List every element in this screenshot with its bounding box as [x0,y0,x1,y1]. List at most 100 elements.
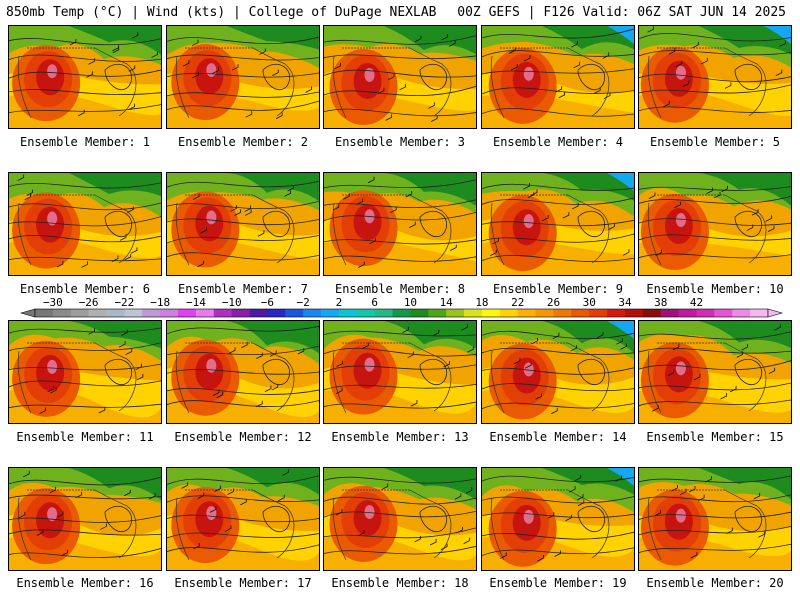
height-contour [482,531,634,540]
wind-barb [672,343,680,351]
height-contour [482,87,634,95]
wind-barb [432,329,440,337]
wind-barb [245,111,253,118]
wind-barb [332,204,340,211]
cold-field-northeast [227,321,319,354]
colorbar-swatch [446,309,465,317]
wind-barb [377,87,385,94]
wind-barb [136,373,144,381]
ensemble-member-label: Ensemble Member: 1 [19,135,151,149]
wind-barb [615,475,623,482]
height-contour [419,358,447,386]
heat-dome-peak [47,211,58,226]
wind-barb [336,360,343,368]
height-contour [9,54,161,62]
colorbar-swatch [535,309,554,317]
heat-dome-peak [47,64,58,79]
coastline [490,350,505,414]
height-contour [9,69,161,79]
colorbar-tick-label: −30 [43,297,63,309]
wind-barb [705,476,712,483]
coastline [647,202,662,266]
height-contour [262,358,290,386]
wind-barb [212,389,220,396]
height-contour [639,106,791,113]
ensemble-member-label: Ensemble Member: 10 [646,282,784,296]
height-contour [9,529,161,536]
wind-barb [552,332,560,340]
wind-barb [181,482,188,489]
wind-barb [574,474,582,482]
wind-barb [602,52,610,59]
height-contour [324,179,476,189]
colorbar-swatch [678,309,697,317]
height-contour [639,218,791,226]
wind-barb [367,176,375,184]
heat-dome-peak [364,67,375,82]
height-contour [104,210,132,238]
wind-barb [234,209,241,216]
wind-barb [652,405,659,412]
wind-barb [697,494,705,502]
wind-barb [124,489,131,497]
height-contour [167,200,319,210]
wind-barb [182,60,190,67]
ensemble-member-map [481,172,635,276]
wind-barb [753,493,761,500]
height-contour [167,235,319,244]
wind-barb [620,343,627,350]
coastline [490,202,505,266]
colorbar-swatch [607,309,626,317]
height-contour [639,73,791,83]
wind-barb [692,41,699,49]
colorbar-swatch [267,309,286,317]
wind-barb [508,47,516,54]
wind-barb [49,486,57,494]
height-contour [639,494,791,503]
wind-barb [399,83,406,91]
colorbar-swatch [660,309,680,317]
height-contour [262,505,290,533]
height-contour [639,32,791,42]
ensemble-member-map [166,172,320,276]
height-contour [639,186,791,191]
height-contour [482,330,634,340]
coastline [490,497,505,561]
wind-barb [779,40,786,47]
height-contour [9,89,161,95]
temperature-map [482,468,634,570]
heat-dome-peak [675,361,686,376]
coastline [647,55,662,119]
height-contour [324,69,476,78]
colorbar-swatch [70,309,90,317]
wind-barb [240,498,247,506]
height-contour [9,182,161,189]
temperature-map [167,173,319,275]
height-contour [9,363,161,371]
wind-barb [429,538,437,546]
coastline [175,202,190,266]
wind-barb [305,86,312,93]
wind-barb [555,86,563,93]
colorbar-swatch [356,309,376,317]
height-contour [167,532,319,539]
height-contour [419,505,447,533]
height-contour [639,253,791,259]
height-contour [167,387,319,395]
colorbar-tick-label: 22 [511,297,524,309]
height-contour [262,210,290,238]
ensemble-member-map [8,467,162,571]
cold-field-northeast [542,468,634,495]
colorbar-swatch [464,309,483,317]
wind-barb [663,100,670,108]
colorbar-tick-label: 26 [547,297,560,309]
wind-barb [565,514,572,522]
height-contour [482,367,634,375]
wind-barb [603,92,611,99]
wind-barb [151,51,158,58]
heat-dome-peak [206,210,217,225]
wind-barb [356,198,364,205]
wind-barb [98,407,106,414]
heat-dome-peak [364,504,375,519]
colorbar-swatch [374,309,393,317]
